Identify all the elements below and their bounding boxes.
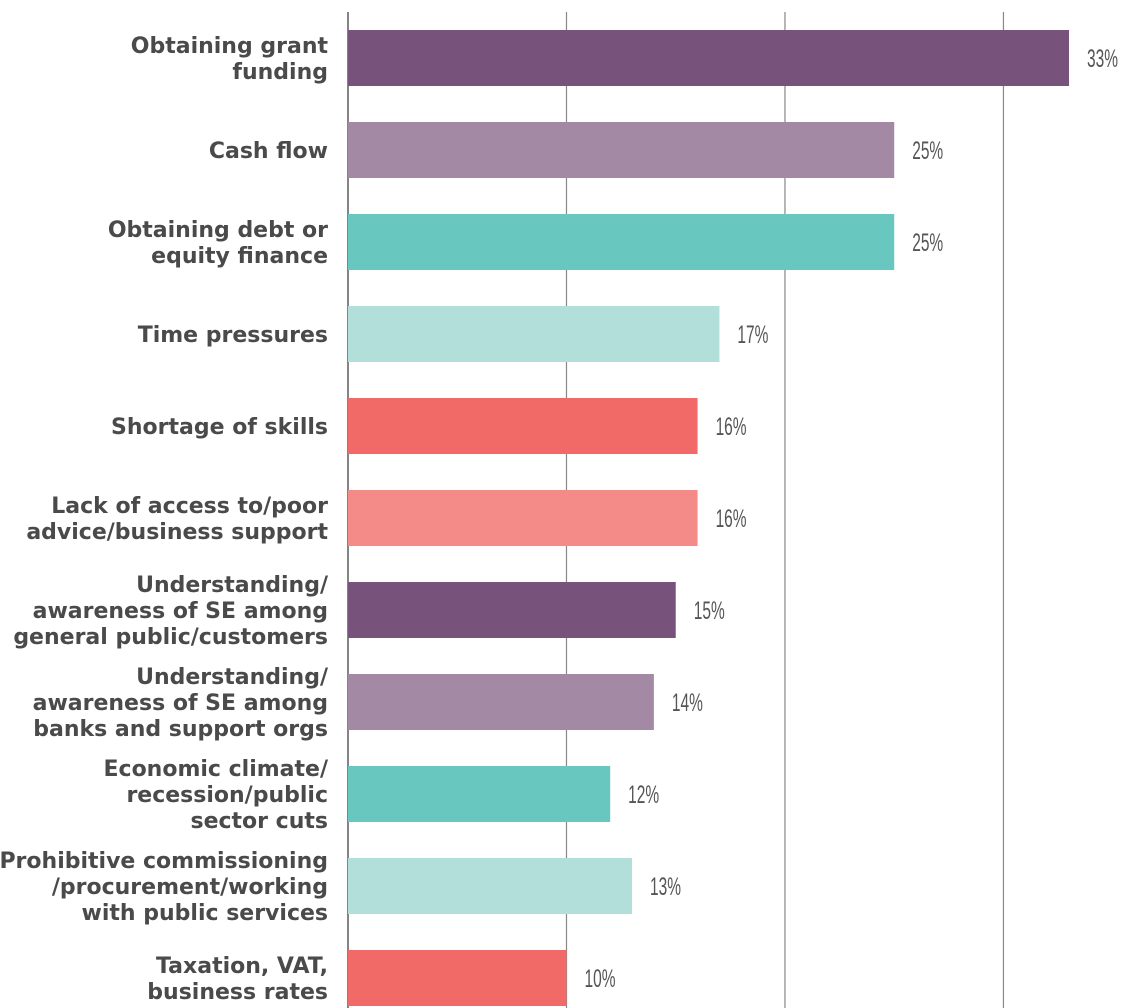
bar [348, 30, 1070, 86]
value-label: 12% [628, 781, 659, 809]
bar [348, 306, 720, 362]
value-label: 33% [1087, 45, 1118, 73]
bar [348, 950, 567, 1006]
category-label: general public/customers [13, 625, 328, 650]
value-label: 25% [912, 229, 943, 257]
category-label: Shortage of skills [111, 415, 328, 440]
category-label: banks and support orgs [33, 717, 328, 742]
value-label: 16% [716, 413, 747, 441]
value-label: 17% [737, 321, 768, 349]
value-label: 25% [912, 137, 943, 165]
value-label: 16% [716, 505, 747, 533]
category-label: Understanding/ [136, 665, 329, 690]
category-label: business rates [147, 980, 328, 1005]
value-label: 13% [650, 873, 681, 901]
value-label: 14% [672, 689, 703, 717]
category-label: awareness of SE among [33, 599, 328, 624]
category-label: /procurement/working [52, 875, 328, 900]
bar [348, 398, 698, 454]
category-label: sector cuts [190, 809, 328, 834]
category-label: Prohibitive commissioning [0, 849, 328, 874]
value-label: 15% [694, 597, 725, 625]
bar [348, 582, 676, 638]
category-label: Time pressures [138, 323, 328, 348]
value-label: 10% [584, 965, 615, 993]
category-label: Obtaining grant [131, 34, 329, 59]
category-label: advice/business support [26, 520, 328, 545]
category-label: funding [232, 60, 328, 85]
category-label: Cash flow [209, 139, 328, 164]
bar [348, 766, 611, 822]
bar [348, 490, 698, 546]
category-label: awareness of SE among [33, 691, 328, 716]
category-label: Obtaining debt or [108, 218, 328, 243]
bar [348, 858, 633, 914]
bar [348, 214, 895, 270]
category-label: with public services [82, 901, 328, 926]
category-label: Economic climate/ [104, 757, 329, 782]
category-label: recession/public [126, 783, 328, 808]
category-label: Taxation, VAT, [156, 954, 328, 979]
bar [348, 122, 895, 178]
category-label: Lack of access to/poor [51, 494, 328, 519]
category-label: equity finance [151, 244, 328, 269]
category-label: Understanding/ [136, 573, 329, 598]
bar [348, 674, 654, 730]
